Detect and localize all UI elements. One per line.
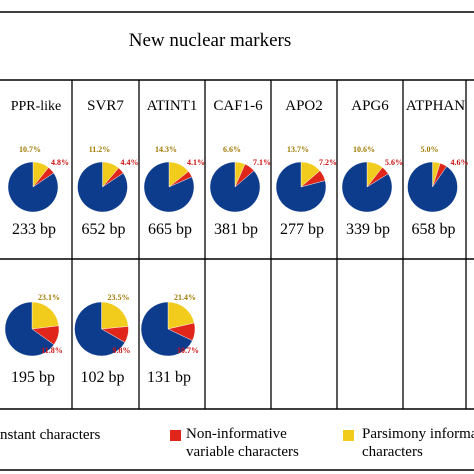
- noninf-pct-label: 7.1%: [253, 158, 271, 167]
- marker-size-label: 658 bp: [412, 221, 456, 238]
- parsimony-pct-label: 10.6%: [353, 145, 375, 154]
- marker-cell: ATINT1 14.3% 4.1% 665 bp: [143, 98, 205, 238]
- pie-slice-parsimony: [31, 301, 60, 330]
- pie-slice-constant: [4, 301, 55, 357]
- pie-slice-parsimony: [101, 301, 129, 330]
- pie-slice-constant: [341, 161, 393, 213]
- marker-name: SVR7: [87, 98, 124, 114]
- marker-name: ATINT1: [147, 98, 198, 114]
- legend-label-parsimony-2: characters: [362, 444, 423, 460]
- marker-name: CAF1-6: [213, 98, 263, 114]
- legend-label-parsimony-1: Parsimony informa: [362, 426, 474, 442]
- pie-slice-constant: [275, 161, 327, 213]
- marker-cell: APG6 10.6% 5.6% 339 bp: [341, 98, 403, 238]
- parsimony-pct-label: 6.6%: [223, 145, 241, 154]
- pie-slice-constant: [7, 161, 59, 213]
- noninf-pct-label: 4.8%: [51, 158, 69, 167]
- parsimony-pct-label: 21.4%: [174, 293, 196, 302]
- marker-name: APG6: [351, 98, 389, 114]
- marker-size-label: 652 bp: [82, 221, 126, 238]
- marker-cell: PPR-like 10.7% 4.8% 233 bp: [7, 99, 69, 238]
- marker-size-label: 195 bp: [11, 369, 55, 386]
- marker-cell: CAF1-6 6.6% 7.1% 381 bp: [209, 98, 271, 238]
- noninf-pct-label: 5.6%: [385, 158, 403, 167]
- marker-cell: 23.5% 9.8% 102 bp: [74, 293, 131, 386]
- legend-label-non-informative-2: variable characters: [186, 444, 299, 460]
- noninf-pct-label: 9.8%: [113, 346, 131, 355]
- marker-size-label: 665 bp: [148, 221, 192, 238]
- pie-slice-constant: [140, 301, 193, 357]
- marker-size-label: 277 bp: [280, 221, 324, 238]
- parsimony-pct-label: 13.7%: [287, 145, 309, 154]
- pie-slice-constant: [143, 161, 195, 213]
- marker-size-label: 131 bp: [147, 369, 191, 386]
- pie-slice-constant: [407, 161, 458, 213]
- marker-cell: 23.1% 11.8% 195 bp: [4, 293, 63, 386]
- pie-cells: PPR-like 10.7% 4.8% 233 bp SVR7 11.2% 4.4% 652 …: [4, 98, 469, 386]
- parsimony-pct-label: 5.0%: [421, 145, 439, 154]
- marker-cell: SVR7 11.2% 4.4% 652 bp: [77, 98, 139, 238]
- parsimony-pct-label: 23.1%: [38, 293, 60, 302]
- parsimony-pct-label: 23.5%: [108, 293, 130, 302]
- noninf-pct-label: 4.1%: [187, 158, 205, 167]
- pie-slice-constant: [209, 161, 261, 213]
- marker-cell: ATPHAN 5.0% 4.6% 658 bp: [406, 98, 469, 238]
- parsimony-pct-label: 11.2%: [89, 145, 111, 154]
- marker-cell: APO2 13.7% 7.2% 277 bp: [275, 98, 337, 238]
- legend-label-non-informative-1: Non-informative: [186, 426, 287, 442]
- noninf-pct-label: 7.2%: [319, 158, 337, 167]
- marker-size-label: 102 bp: [81, 369, 125, 386]
- pie-slice-constant: [74, 301, 126, 357]
- parsimony-pct-label: 14.3%: [155, 145, 177, 154]
- legend-swatch-parsimony: [343, 430, 354, 441]
- noninf-pct-label: 11.8%: [41, 346, 63, 355]
- legend-label-constant: nstant characters: [0, 427, 101, 443]
- noninf-pct-label: 4.6%: [451, 158, 469, 167]
- marker-size-label: 339 bp: [346, 221, 390, 238]
- pie-slice-constant: [77, 161, 128, 213]
- legend-swatch-non-informative: [170, 430, 181, 441]
- pie-slice-parsimony: [167, 301, 195, 330]
- marker-size-label: 381 bp: [214, 221, 258, 238]
- marker-name: PPR-like: [11, 99, 62, 114]
- noninf-pct-label: 10.7%: [177, 346, 199, 355]
- parsimony-pct-label: 10.7%: [19, 145, 41, 154]
- marker-size-label: 233 bp: [12, 221, 56, 238]
- table-grid: [0, 11, 474, 471]
- noninf-pct-label: 4.4%: [121, 158, 139, 167]
- figure-title: New nuclear markers: [129, 30, 291, 51]
- marker-name: APO2: [285, 98, 323, 114]
- marker-name: ATPHAN: [406, 98, 465, 114]
- marker-cell: 21.4% 10.7% 131 bp: [140, 293, 199, 386]
